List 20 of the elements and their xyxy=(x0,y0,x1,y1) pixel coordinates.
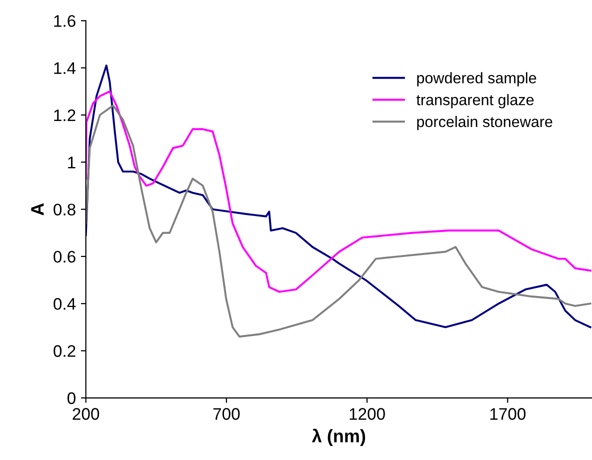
y-tick-label: 0.8 xyxy=(54,204,76,216)
y-tick-label: 0.2 xyxy=(54,345,76,357)
legend-label: porcelain stoneware xyxy=(417,116,552,130)
y-tick-label: 1.2 xyxy=(54,109,76,122)
x-axis-title: λ (nm) xyxy=(312,428,366,446)
y-tick-label: 1.4 xyxy=(54,62,76,74)
y-tick-label: 1.6 xyxy=(54,15,76,27)
line-series xyxy=(86,64,592,328)
x-tick-label: 1200 xyxy=(350,408,385,420)
x-tick-label: 700 xyxy=(213,408,240,420)
legend-label: powdered sample xyxy=(417,72,536,86)
x-tick-label: 200 xyxy=(72,408,100,420)
line-series xyxy=(86,90,592,293)
legend-label: transparent glaze xyxy=(416,94,534,108)
x-tick-label: 1700 xyxy=(490,408,526,420)
y-tick-label: 1 xyxy=(68,156,76,168)
y-tick-label: 0.6 xyxy=(54,250,76,263)
y-tick-label: 0 xyxy=(68,392,76,404)
y-tick-label: 0.4 xyxy=(54,298,76,310)
y-axis-title: A xyxy=(31,203,44,216)
